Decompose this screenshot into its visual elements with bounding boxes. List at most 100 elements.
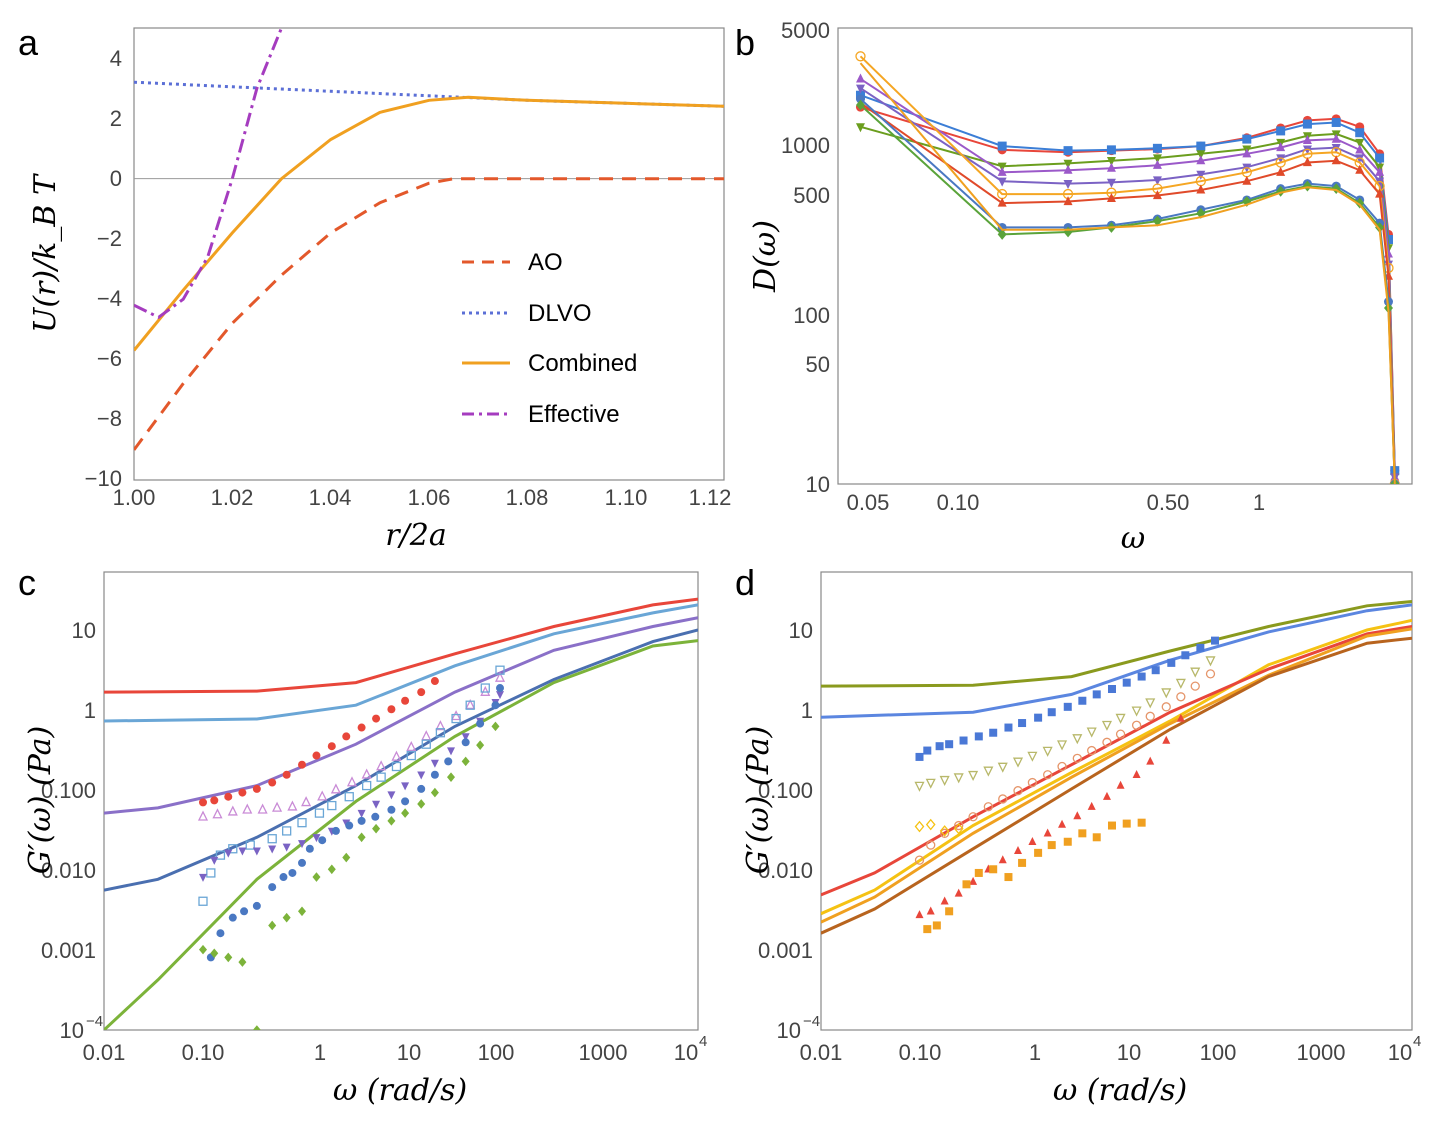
panel-a-ytick: 2 <box>110 106 122 131</box>
panel-c-data-point-5 <box>430 787 439 798</box>
panel-d-data-point-2 <box>1013 786 1023 796</box>
panel-c-data-point-3 <box>496 691 504 700</box>
panel-a-ytick: −8 <box>97 406 122 431</box>
panel-d-data-point-0 <box>1018 719 1027 728</box>
panel-c-data-point-1 <box>287 800 298 811</box>
panel-c-data-point-2 <box>451 713 461 724</box>
panel-b-xlabel: ω <box>1121 521 1145 556</box>
panel-b-ytick: 10 <box>806 472 830 497</box>
panel-d-frame <box>820 571 1413 1031</box>
panel-d-data-point-2 <box>1131 720 1142 730</box>
panel-c-data-point-4 <box>252 901 261 910</box>
panel-c-data-point-1 <box>197 810 209 821</box>
panel-a-xtick: 1.08 <box>506 485 549 510</box>
spectrum-line-s5 <box>859 87 1396 478</box>
panel-d-data-point-1 <box>925 778 936 789</box>
spectrum-point-s5 <box>855 84 865 94</box>
panel-c-data-point-1 <box>494 671 506 682</box>
panel-d-xtick: 1 <box>1029 1040 1041 1065</box>
panel-c-data-point-1 <box>391 750 402 761</box>
panel-d-data-point-1 <box>914 781 925 792</box>
panel-a-ytick: −4 <box>97 286 122 311</box>
panel-c-data-point-0 <box>282 770 291 779</box>
panel-d-data-point-5 <box>1018 858 1027 867</box>
legend-label-ao: AO <box>528 249 563 276</box>
spectrum-point-s5 <box>1063 179 1073 189</box>
panel-c-data-point-2 <box>282 826 292 836</box>
panel-d-ytick: 0.100 <box>758 778 813 803</box>
spectrum-point-s9 <box>1375 222 1385 233</box>
panel-d-data-point-0 <box>974 732 983 741</box>
spectrum-point-s5 <box>1302 145 1312 155</box>
spectrum-point-s7 <box>1331 155 1341 165</box>
panel-d-plot-area <box>821 600 1412 935</box>
panel-c-data-point-4 <box>298 858 306 867</box>
panel-d-data-point-4 <box>940 896 949 905</box>
panel-c-ytick-base: 10 <box>60 1018 84 1043</box>
panel-d-data-point-4 <box>1146 756 1155 765</box>
panel-d-xtick: 10 <box>1117 1040 1141 1065</box>
panel-c-data-point-4 <box>357 816 366 825</box>
spectrum-point-s3 <box>1196 150 1206 160</box>
panel-c-data-point-3 <box>224 849 233 858</box>
panel-d-data-point-1 <box>997 762 1008 773</box>
panel-d-data-point-4 <box>1058 819 1067 828</box>
panel-d-data-point-0 <box>959 736 968 745</box>
panel-d-data-point-2 <box>914 855 925 865</box>
panel-c-data-point-1 <box>451 710 462 721</box>
panel-d-model-line-2 <box>821 618 1412 916</box>
panel-d-data-point-1 <box>1042 746 1053 757</box>
panel-a-ytick: −2 <box>97 226 122 251</box>
panel-c-data-point-1 <box>272 801 283 812</box>
panel-c-data-point-5 <box>417 799 426 809</box>
panel-a-ytick: −6 <box>97 346 122 371</box>
panel-d-data-point-5 <box>1137 818 1146 827</box>
panel-d-data-point-4 <box>1176 713 1185 722</box>
panel-d-data-point-1 <box>1131 706 1142 717</box>
panel-c-data-point-5 <box>461 756 470 767</box>
panel-c-data-point-1 <box>406 740 417 752</box>
panel-d-data-point-4 <box>1028 836 1037 845</box>
panel-d-data-point-2 <box>1190 681 1200 691</box>
panel-c-data-point-2 <box>206 868 216 878</box>
panel-c-data-point-5 <box>238 957 247 967</box>
panel-c-data-point-4 <box>461 738 470 747</box>
panel-c-ytick: 0.100 <box>41 778 96 803</box>
spectrum-point-s4 <box>1276 142 1286 152</box>
panel-d-data-point-1 <box>1145 698 1156 709</box>
panel-d-xtick-base: 10 <box>1388 1040 1412 1065</box>
panel-a-ylabel: U(r)/k_B T <box>28 173 63 333</box>
panel-c-ylabel: G′(ω) (Pa) <box>23 726 58 874</box>
spectrum-point-s9 <box>1152 215 1162 227</box>
panel-d-data-point-1 <box>1012 757 1024 768</box>
panel-a-xtick: 1.00 <box>113 485 156 510</box>
panel-d-data-point-4 <box>954 888 963 897</box>
spectrum-line-s10 <box>859 62 1396 484</box>
panel-d-data-point-5 <box>1004 873 1013 882</box>
legend-label-dlvo: DLVO <box>528 300 592 327</box>
panel-c-data-point-0 <box>210 796 219 805</box>
spectrum-point-s4 <box>1196 155 1206 165</box>
series-line-effective <box>134 28 283 320</box>
panel-c-data-point-5 <box>401 808 410 818</box>
panel-c-data-point-2 <box>215 850 226 860</box>
panel-c-xtick: 0.01 <box>83 1040 126 1065</box>
panel-d-data-point-4 <box>998 855 1007 864</box>
panel-d-data-point-4 <box>1102 791 1111 800</box>
panel-d-data-point-5 <box>962 880 971 889</box>
panel-c-frame <box>103 571 699 1031</box>
panel-c-data-point-0 <box>199 798 207 807</box>
spectrum-point-s7 <box>1106 193 1116 203</box>
panel-d-data-point-1 <box>1056 740 1068 751</box>
panel-c-data-point-1 <box>346 776 358 787</box>
panel-c-data-point-2 <box>495 665 505 675</box>
panel-b-xtick: 0.05 <box>847 490 890 515</box>
spectrum-point-s2 <box>1242 134 1252 144</box>
panel-c-data-point-3 <box>312 834 321 843</box>
panel-d-ytick: 10 <box>789 618 813 643</box>
panel-d-data-point-0 <box>935 742 944 751</box>
panel-c-data-point-2 <box>406 750 416 761</box>
panel-c-data-point-1 <box>376 760 387 771</box>
panel-d-data-point-0 <box>1107 685 1116 694</box>
